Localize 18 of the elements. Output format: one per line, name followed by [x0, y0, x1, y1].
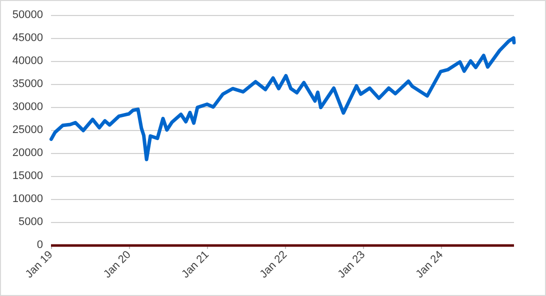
x-tick-label: Jan 21 — [180, 248, 212, 281]
y-tick-label: 0 — [36, 239, 43, 251]
x-tick-label: Jan 20 — [101, 248, 134, 281]
x-tick-label: Jan 23 — [336, 248, 368, 281]
y-tick-label: 10000 — [12, 193, 43, 205]
x-tick-label: Jan 19 — [23, 248, 56, 281]
x-tick-label: Jan 22 — [258, 248, 290, 281]
y-tick-label: 20000 — [12, 147, 43, 159]
y-tick-label: 50000 — [12, 9, 43, 21]
y-tick-label: 45000 — [12, 32, 43, 44]
y-tick-label: 5000 — [18, 216, 43, 228]
y-tick-label: 35000 — [12, 78, 43, 90]
x-tick-label: Jan 24 — [414, 248, 446, 281]
y-tick-label: 25000 — [12, 124, 43, 136]
y-tick-label: 30000 — [12, 101, 43, 113]
y-tick-label: 40000 — [12, 55, 43, 67]
y-tick-label: 15000 — [12, 170, 43, 182]
line-series — [49, 36, 516, 162]
